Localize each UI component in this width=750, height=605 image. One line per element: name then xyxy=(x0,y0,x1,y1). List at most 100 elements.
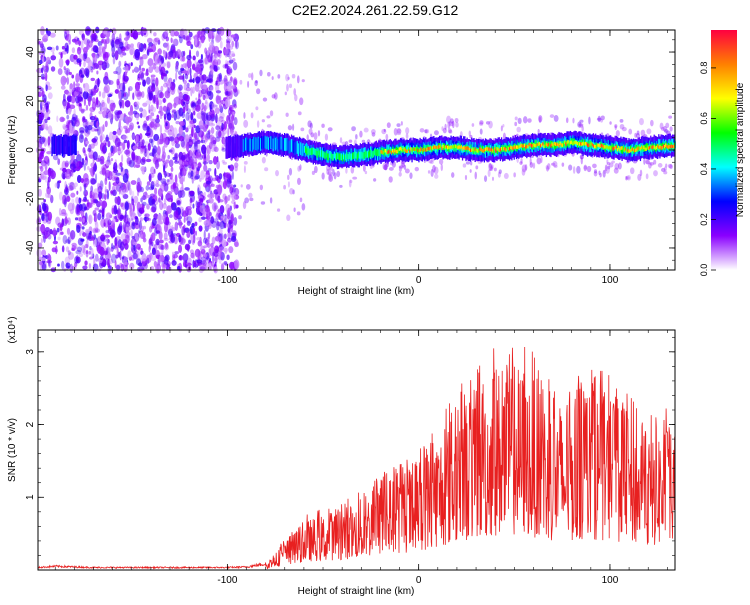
spectrogram-cell xyxy=(68,252,74,260)
spectrogram-cell xyxy=(183,79,187,85)
spectrogram-cell xyxy=(173,38,179,47)
spectrogram-cell xyxy=(327,127,333,132)
spectrogram-cell xyxy=(119,33,122,43)
spectrogram-cell xyxy=(138,262,143,267)
spectrogram-cell xyxy=(83,98,87,106)
snr-x-axis-label: Height of straight line (km) xyxy=(298,586,415,597)
spectrogram-cell xyxy=(90,143,95,149)
spectrogram-cell xyxy=(231,191,236,202)
spectrogram-cell xyxy=(371,132,376,137)
spectrogram-cell xyxy=(184,134,190,143)
spectrogram-cell xyxy=(391,148,394,153)
spectrogram-cell xyxy=(164,128,170,133)
spectrogram-cell xyxy=(503,172,509,180)
spectrogram-cell xyxy=(372,150,375,158)
spectrogram-cell xyxy=(294,142,296,155)
spectrogram-cell xyxy=(440,163,443,172)
spectrogram-cell xyxy=(640,129,646,137)
spectrogram-cell xyxy=(73,108,76,117)
spectrogram-cell xyxy=(275,169,279,177)
spectrogram-cell xyxy=(185,206,192,211)
spectrogram-cell xyxy=(207,167,212,172)
spectrogram-cell xyxy=(529,161,534,168)
spectrogram-cell xyxy=(221,146,225,151)
spectrogram-cell xyxy=(66,114,70,120)
spectrogram-cell xyxy=(619,124,625,130)
spectrogram-cell xyxy=(260,201,266,205)
spectrogram-cell xyxy=(117,145,121,156)
spectrogram-cell xyxy=(471,148,473,153)
spectrogram-cell xyxy=(351,126,356,132)
spectrogram-cell xyxy=(185,35,192,42)
spectrogram-cell xyxy=(276,208,281,212)
spectrogram-cell xyxy=(87,39,91,44)
spectrogram-cell xyxy=(158,197,161,203)
spectrogram-cell xyxy=(203,245,207,249)
spectrogram-cell xyxy=(591,142,593,147)
spectrogram-cell xyxy=(92,151,98,161)
spectrogram-cell xyxy=(232,111,235,116)
spectrogram-cell xyxy=(43,65,49,73)
spectrogram-cell xyxy=(230,235,237,242)
spectrogram-cell xyxy=(138,141,144,147)
spectrogram-cell xyxy=(306,148,308,156)
spectrogram-cell xyxy=(328,167,334,171)
spectrogram-cell xyxy=(483,175,488,183)
spectrogram-cell xyxy=(110,145,114,154)
spectrogram-cell xyxy=(107,221,110,229)
spectrogram-cell xyxy=(159,91,164,99)
spectrogram-cell xyxy=(152,77,156,82)
spectrogram-cell xyxy=(388,176,393,183)
spectrogram-cell xyxy=(229,184,235,193)
spectrogram-cell xyxy=(114,237,118,247)
spectrogram-cell xyxy=(384,163,388,171)
spectrogram-cell xyxy=(172,182,177,189)
spectrogram-cell xyxy=(609,121,612,125)
spectrogram-cell xyxy=(76,175,82,184)
spectrogram-cell xyxy=(113,146,118,153)
spectrogram-cell xyxy=(332,169,335,177)
spectrogram-cell xyxy=(146,257,150,265)
spectrogram-cell xyxy=(154,123,157,132)
spectrogram-cell xyxy=(243,112,246,119)
spectrogram-cell xyxy=(128,113,133,122)
spectrogram-cell xyxy=(131,198,135,206)
spectrogram-cell xyxy=(592,163,597,169)
spectrogram-cell xyxy=(168,177,175,185)
spectrogram-cell xyxy=(138,64,142,72)
spectrogram-cell xyxy=(130,217,134,222)
spectrogram-cell xyxy=(285,112,289,117)
spectrogram-cell xyxy=(341,141,347,146)
spectrogram-cell xyxy=(107,111,112,120)
spectrogram-cell xyxy=(205,180,212,185)
spectrogram-cell xyxy=(131,235,135,239)
spectrogram-cell xyxy=(43,112,49,119)
spectrogram-cell xyxy=(642,146,644,151)
spectrogram-cell xyxy=(94,228,100,233)
spectrogram-cell xyxy=(346,152,348,160)
spectrogram-cell xyxy=(82,217,85,223)
spectrogram-cell xyxy=(326,168,330,175)
spectrogram-cell xyxy=(197,187,200,196)
spectrogram-cell xyxy=(91,236,95,241)
spectrogram-cell xyxy=(152,145,158,154)
spectrogram-cell xyxy=(125,128,129,134)
spectrogram-cell xyxy=(75,73,80,84)
spectrogram-cell xyxy=(40,25,45,36)
spectrogram-cell xyxy=(504,147,506,151)
spectrogram-cell xyxy=(164,80,169,85)
spectrogram-cell xyxy=(349,153,352,161)
spectrogram-cell xyxy=(211,236,216,245)
spectrogram-cell xyxy=(56,227,60,233)
spectrogram-cell xyxy=(47,136,51,146)
spectrogram-cell xyxy=(195,151,199,159)
spectrogram-cell xyxy=(68,136,70,156)
spectrogram-cell xyxy=(498,148,500,153)
spectrogram-cell xyxy=(549,142,551,147)
spectrogram-cell xyxy=(59,116,65,123)
spectrogram-cell xyxy=(46,186,52,195)
spectrogram-cell xyxy=(122,173,129,183)
spectrogram-cell xyxy=(222,64,228,69)
spectrogram-cell xyxy=(202,237,208,244)
spectrogram-cell xyxy=(328,173,332,181)
